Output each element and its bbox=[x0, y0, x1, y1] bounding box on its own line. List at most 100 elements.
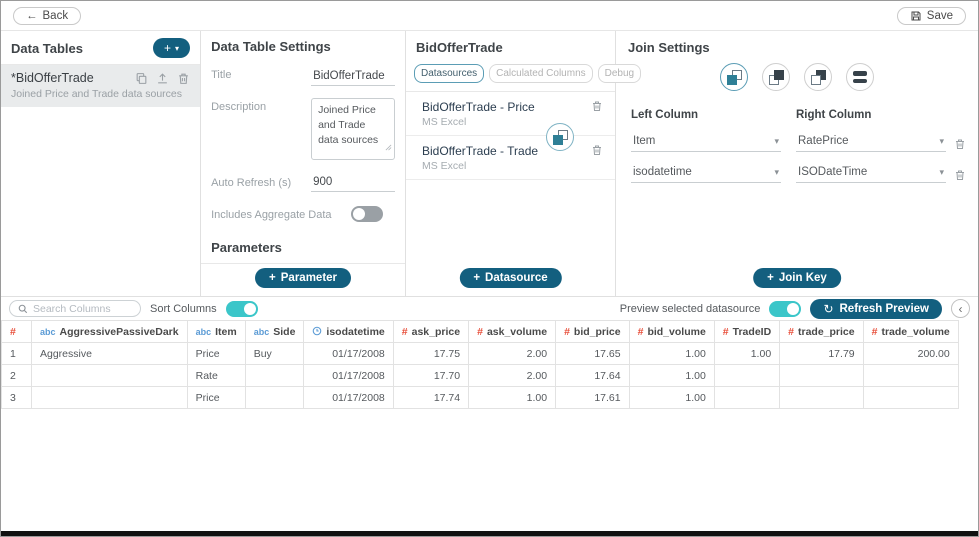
delete-join-key-icon[interactable] bbox=[954, 169, 966, 181]
auto-refresh-field[interactable] bbox=[311, 174, 395, 192]
cell: 01/17/2008 bbox=[303, 342, 394, 365]
join-type-selector bbox=[616, 61, 978, 101]
back-label: Back bbox=[42, 9, 69, 22]
right-column-select[interactable]: RatePrice ▾ bbox=[796, 135, 946, 152]
add-datasource-button[interactable]: + Datasource bbox=[459, 268, 562, 288]
right-join-icon[interactable] bbox=[762, 63, 790, 91]
cell: 2.00 bbox=[468, 364, 557, 387]
chevron-down-icon: ▾ bbox=[774, 166, 779, 177]
back-button[interactable]: ← Back bbox=[13, 6, 82, 25]
column-header: # ask_price bbox=[392, 320, 470, 343]
tab-calculated-columns[interactable]: Calculated Columns bbox=[489, 64, 593, 83]
right-column-header: Right Column bbox=[796, 109, 872, 121]
sort-columns-toggle[interactable] bbox=[225, 300, 258, 317]
cell: 1.00 bbox=[468, 386, 557, 409]
add-parameter-button[interactable]: + Parameter bbox=[255, 268, 352, 288]
inner-join-icon[interactable] bbox=[804, 63, 832, 91]
cell bbox=[779, 386, 864, 409]
search-columns-input[interactable] bbox=[33, 302, 132, 315]
delete-icon[interactable] bbox=[177, 72, 190, 85]
save-floppy-icon bbox=[910, 10, 922, 22]
settings-title: Data Table Settings bbox=[211, 39, 331, 54]
cell: 01/17/2008 bbox=[303, 364, 394, 387]
join-key-row: Item ▾ RatePrice ▾ bbox=[631, 135, 966, 152]
cell: 17.74 bbox=[392, 386, 470, 409]
text-type-icon: abc bbox=[195, 326, 212, 337]
upload-icon[interactable] bbox=[156, 72, 169, 85]
parameters-section-title: Parameters bbox=[201, 230, 405, 264]
text-type-icon: abc bbox=[40, 326, 56, 337]
left-column-header: Left Column bbox=[631, 109, 699, 121]
search-icon bbox=[18, 304, 28, 314]
duplicate-icon[interactable] bbox=[135, 72, 148, 85]
refresh-icon: ↻ bbox=[823, 301, 834, 316]
delete-join-key-icon[interactable] bbox=[954, 138, 966, 150]
delete-icon[interactable] bbox=[591, 144, 603, 156]
preview-table-area: # abc AggressivePassiveDark abc Item abc Side i… bbox=[1, 320, 978, 409]
datasources-panel-title: BidOfferTrade bbox=[416, 40, 503, 55]
data-table-list-item[interactable]: *BidOfferTrade bbox=[1, 65, 201, 107]
column-header: # bbox=[1, 320, 32, 343]
column-header: # trade_volume bbox=[862, 320, 959, 343]
cell bbox=[31, 386, 188, 409]
datasource-type: MS Excel bbox=[422, 160, 467, 172]
datasources-tabs: Datasources Calculated Columns Debug bbox=[406, 64, 642, 92]
left-column-select[interactable]: Item ▾ bbox=[631, 135, 781, 152]
sort-columns-label: Sort Columns bbox=[150, 302, 217, 315]
description-field-label: Description bbox=[211, 101, 267, 113]
title-field-label: Title bbox=[211, 69, 232, 81]
cell: 1.00 bbox=[628, 342, 715, 365]
preview-datasource-label: Preview selected datasource bbox=[619, 302, 761, 315]
cell: 17.75 bbox=[392, 342, 470, 365]
cell bbox=[713, 364, 781, 387]
aggregate-toggle[interactable] bbox=[351, 205, 384, 222]
data-table-name: *BidOfferTrade bbox=[11, 71, 94, 85]
header-row: # abc AggressivePassiveDark abc Item abc Side i… bbox=[1, 320, 959, 343]
join-settings-title: Join Settings bbox=[628, 40, 710, 55]
cell: Price bbox=[186, 342, 246, 365]
chevron-down-icon: ▾ bbox=[175, 43, 180, 53]
column-header: # trade_price bbox=[779, 320, 864, 343]
cell bbox=[862, 364, 959, 387]
right-column-select[interactable]: ISODateTime ▾ bbox=[796, 166, 946, 183]
cell bbox=[713, 386, 781, 409]
collapse-preview-button[interactable]: ‹ bbox=[951, 299, 970, 318]
refresh-preview-button[interactable]: ↻ Refresh Preview bbox=[810, 298, 942, 319]
add-data-table-button[interactable]: + ▾ bbox=[153, 38, 191, 58]
numeric-type-icon: # bbox=[564, 325, 570, 338]
numeric-type-icon: # bbox=[477, 325, 483, 338]
tab-debug[interactable]: Debug bbox=[597, 64, 642, 83]
chevron-down-icon: ▾ bbox=[774, 135, 779, 146]
cell: Buy bbox=[244, 342, 305, 365]
tab-datasources[interactable]: Datasources bbox=[414, 64, 485, 83]
union-join-icon[interactable] bbox=[846, 63, 874, 91]
datasource-name: BidOfferTrade - Trade bbox=[422, 144, 539, 158]
aggregate-label: Includes Aggregate Data bbox=[211, 209, 332, 222]
title-field[interactable] bbox=[311, 69, 395, 86]
data-tables-panel: Data Tables + ▾ *BidOfferTrade bbox=[1, 31, 202, 296]
resize-handle-icon[interactable] bbox=[385, 141, 392, 156]
add-join-key-button[interactable]: + Join Key bbox=[753, 268, 841, 288]
preview-datasource-toggle[interactable] bbox=[769, 300, 802, 317]
cell bbox=[779, 364, 864, 387]
column-header: abc Item bbox=[186, 320, 246, 343]
cell: 17.61 bbox=[555, 386, 630, 409]
save-button[interactable]: Save bbox=[896, 6, 966, 25]
cell: 17.70 bbox=[392, 364, 470, 387]
left-column-select[interactable]: isodatetime ▾ bbox=[631, 166, 781, 183]
data-table-settings-panel: Data Table Settings Title Description Jo… bbox=[201, 31, 406, 296]
left-join-icon[interactable] bbox=[720, 63, 748, 91]
datetime-type-icon bbox=[312, 326, 326, 338]
join-datasources-icon[interactable] bbox=[546, 123, 574, 151]
description-field[interactable]: Joined Price and Trade data sources bbox=[311, 98, 395, 160]
search-columns-box[interactable] bbox=[9, 300, 141, 317]
cell bbox=[244, 364, 305, 387]
datasource-item-price[interactable]: BidOfferTrade - Price MS Excel bbox=[406, 92, 615, 136]
delete-icon[interactable] bbox=[591, 100, 603, 112]
data-tables-title: Data Tables bbox=[11, 40, 84, 56]
datasource-item-trade[interactable]: BidOfferTrade - Trade MS Excel bbox=[406, 136, 615, 180]
numeric-type-icon: # bbox=[637, 325, 644, 338]
column-header: # TradeID bbox=[713, 320, 781, 343]
numeric-type-icon: # bbox=[788, 325, 794, 338]
table-row: 3 Price 01/17/2008 17.74 1.00 17.61 1.00 bbox=[1, 386, 959, 409]
